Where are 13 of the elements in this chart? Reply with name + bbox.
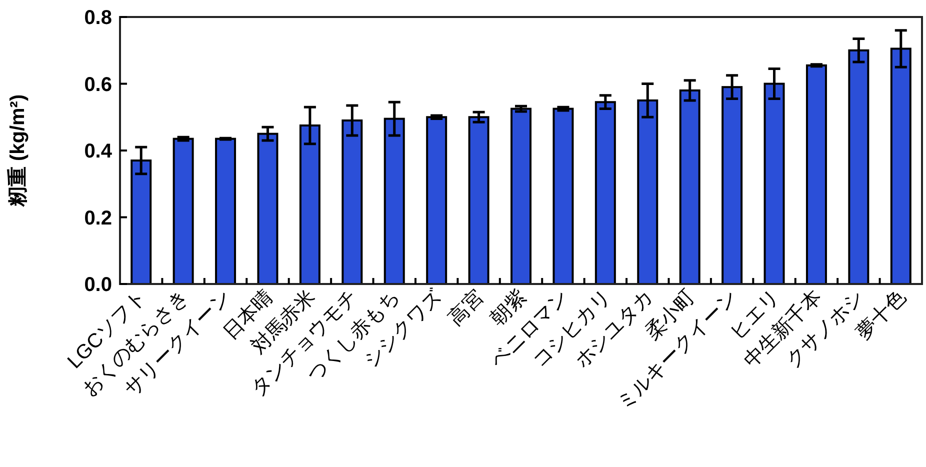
y-tick-label: 0.2 (84, 207, 112, 230)
bar (426, 116, 448, 285)
y-tick-label: 0.0 (84, 274, 112, 296)
y-axis-title: 籾重 (kg/m²) (6, 94, 29, 208)
bar (510, 108, 532, 285)
y-tick-label: 0.6 (84, 74, 112, 96)
bar (215, 138, 236, 285)
bar (806, 64, 827, 285)
y-tick-label: 0.4 (84, 140, 113, 162)
bar (172, 138, 194, 285)
x-tick-label: 高宮 (444, 285, 488, 330)
bar (552, 108, 574, 285)
y-tick-label: 0.8 (84, 7, 112, 29)
